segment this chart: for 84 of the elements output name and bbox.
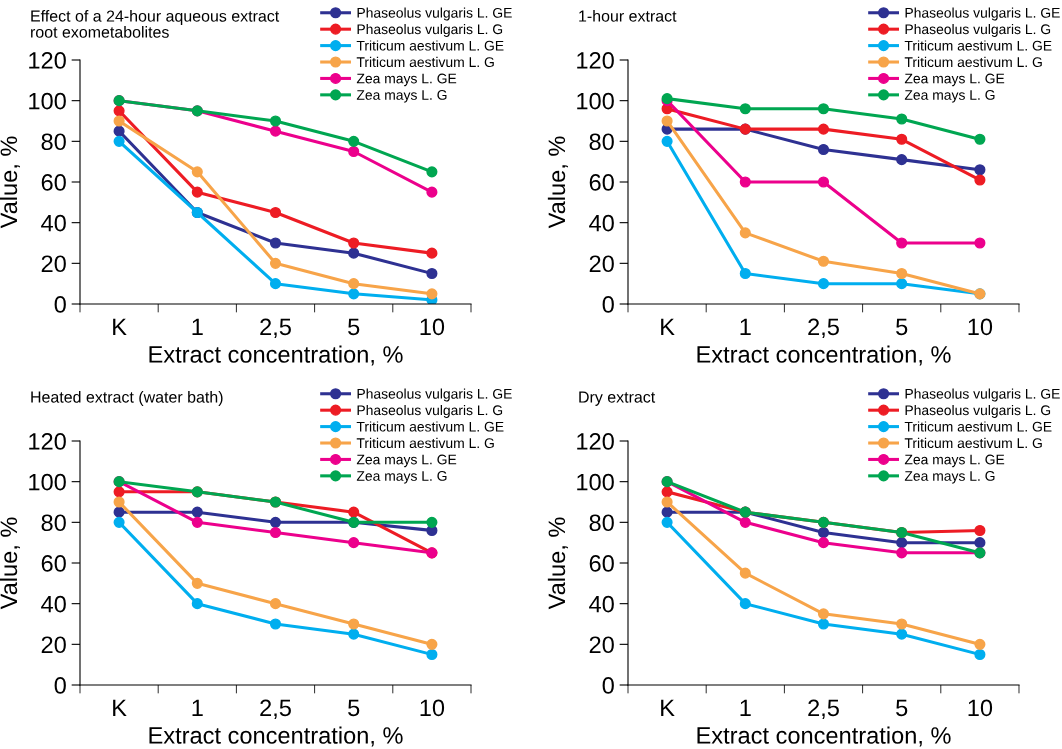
x-tick-label: 5 (348, 699, 360, 717)
y-axis-title: Value, % (0, 517, 20, 610)
y-tick-label: 100 (577, 92, 614, 110)
x-tick-label: 10 (420, 318, 445, 336)
legend-label: Phaseolus vulgaris L. GE (357, 7, 512, 21)
chart-title: 1-hour extract (579, 10, 677, 22)
x-tick-label: 2,5 (260, 318, 291, 339)
y-tick-label: 0 (602, 677, 614, 694)
y-tick-label: 20 (589, 255, 614, 273)
legend-label: Phaseolus vulgaris L. G (357, 404, 503, 418)
legend-label: Zea mays L. GE (904, 454, 1005, 468)
y-tick-label: 80 (589, 514, 614, 532)
x-tick-label: 10 (968, 699, 993, 717)
x-tick-label: 10 (420, 699, 445, 717)
x-tick-label: 2,5 (260, 699, 291, 720)
x-tick-label: K (661, 318, 675, 335)
chart-title: Effect of a 24-hour aqueous extract root exometabolites (31, 10, 280, 38)
y-tick-label: 60 (41, 174, 66, 191)
legend-label: Zea mays L. G (904, 90, 995, 103)
y-tick-label: 60 (41, 555, 66, 572)
legend-label: Phaseolus vulgaris L. G (905, 23, 1051, 37)
legend-label: Zea mays L. GE (356, 73, 457, 87)
y-tick-label: 20 (589, 636, 614, 654)
x-axis-title: Extract concentration, % (149, 345, 403, 366)
y-tick-label: 40 (589, 214, 614, 232)
y-tick-label: 60 (589, 555, 614, 572)
y-tick-label: 100 (29, 92, 66, 110)
x-tick-label: K (113, 318, 127, 335)
legend-label: Triticum aestivum L. G (356, 437, 494, 449)
chart-title: Heated extract (water bath) (31, 391, 223, 406)
y-tick-label: 20 (41, 255, 66, 273)
y-tick-label: 0 (54, 677, 66, 694)
x-tick-label: 2,5 (808, 318, 839, 339)
legend-label: Zea mays L. G (356, 90, 447, 103)
y-tick-label: 0 (54, 296, 66, 313)
y-tick-label: 120 (577, 52, 614, 69)
legend-label: Triticum aestivum L. GE (356, 40, 504, 51)
legend-label: Phaseolus vulgaris L. G (357, 23, 503, 37)
x-tick-label: 1 (192, 318, 203, 335)
y-axis-title: Value, % (547, 136, 568, 229)
x-tick-label: 1 (740, 699, 751, 716)
x-tick-label: 5 (896, 699, 908, 717)
chart-title: Dry extract (579, 391, 656, 406)
y-tick-label: 80 (589, 133, 614, 151)
legend-label: Zea mays L. G (356, 471, 447, 484)
x-tick-label: 5 (348, 318, 360, 336)
y-tick-label: 120 (29, 433, 66, 450)
legend-label: Triticum aestivum L. GE (356, 421, 504, 432)
legend-label: Triticum aestivum L. GE (904, 40, 1052, 51)
x-tick-label: 10 (968, 318, 993, 336)
y-axis-title: Value, % (0, 136, 20, 229)
y-tick-label: 40 (41, 595, 66, 613)
y-tick-label: 80 (41, 133, 66, 151)
x-tick-label: 1 (192, 699, 203, 716)
legend-label: Zea mays L. G (904, 471, 995, 484)
x-tick-label: 1 (740, 318, 751, 335)
y-tick-label: 120 (577, 433, 614, 450)
x-tick-label: 2,5 (808, 699, 839, 720)
y-tick-label: 120 (29, 52, 66, 69)
y-tick-label: 100 (29, 473, 66, 491)
legend-label: Triticum aestivum L. G (356, 56, 494, 68)
y-tick-label: 40 (589, 595, 614, 613)
legend-label: Triticum aestivum L. G (904, 437, 1042, 449)
legend-label: Phaseolus vulgaris L. G (905, 404, 1051, 418)
legend-label: Zea mays L. GE (356, 454, 457, 468)
legend-label: Phaseolus vulgaris L. GE (905, 388, 1060, 402)
y-tick-label: 0 (602, 296, 614, 313)
y-tick-label: 60 (589, 174, 614, 191)
y-axis-title: Value, % (547, 517, 568, 610)
x-axis-title: Extract concentration, % (697, 345, 951, 366)
legend-label: Phaseolus vulgaris L. GE (905, 7, 1060, 21)
legend-label: Zea mays L. GE (904, 73, 1005, 87)
x-tick-label: 5 (896, 318, 908, 336)
y-tick-label: 40 (41, 214, 66, 232)
x-tick-label: K (113, 699, 127, 716)
y-tick-label: 80 (41, 514, 66, 532)
legend-label: Phaseolus vulgaris L. GE (357, 388, 512, 402)
x-axis-title: Extract concentration, % (149, 726, 403, 747)
y-tick-label: 20 (41, 636, 66, 654)
legend-label: Triticum aestivum L. G (904, 56, 1042, 68)
x-axis-title: Extract concentration, % (697, 726, 951, 747)
legend-label: Triticum aestivum L. GE (904, 421, 1052, 432)
y-tick-label: 100 (577, 473, 614, 491)
x-tick-label: K (661, 699, 675, 716)
